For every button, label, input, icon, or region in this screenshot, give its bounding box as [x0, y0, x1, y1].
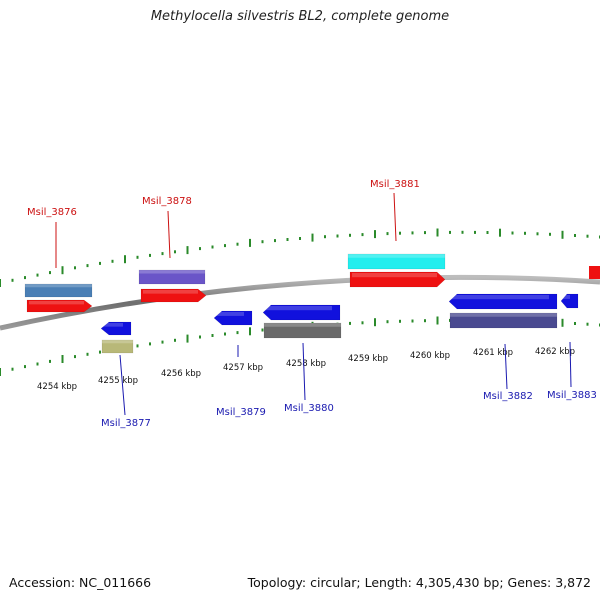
gene-feature-block[interactable] — [263, 322, 342, 339]
block-highlight — [102, 340, 133, 344]
accession-label: Accession: NC_011666 — [9, 575, 152, 590]
gene-cds-arrow[interactable] — [262, 304, 341, 321]
gene-cds-arrow[interactable] — [100, 321, 132, 336]
scale-label: 4258 kbp — [286, 359, 326, 369]
scale-label: 4259 kbp — [348, 354, 388, 364]
scale-label: 4260 kbp — [410, 351, 450, 361]
gene-feature-block[interactable] — [138, 269, 206, 285]
gene-features — [24, 253, 600, 354]
scale-labels: 4254 kbp 4255 kbp 4256 kbp 4257 kbp 4258 kbp… — [37, 347, 575, 392]
gene-label[interactable]: Msil_3876 — [27, 207, 77, 218]
scale-label: 4257 kbp — [223, 363, 263, 373]
gene-cds-arrow[interactable] — [140, 288, 207, 303]
gene-label[interactable]: Msil_3879 — [216, 407, 266, 418]
arrow-highlight — [563, 295, 570, 299]
gene-labels: Msil_3876 Msil_3877 Msil_3878 Msil_3879 Msil… — [27, 179, 597, 429]
arrow-highlight — [265, 306, 332, 311]
arrow-highlight — [143, 290, 198, 294]
genome-info-label: Topology: circular; Length: 4,305,430 bp… — [247, 575, 591, 590]
gene-callout-line — [302, 342, 306, 401]
block-highlight — [139, 270, 205, 274]
gene-label[interactable]: Msil_3883 — [547, 390, 597, 401]
scale-label: 4256 kbp — [161, 369, 201, 379]
gene-feature-block[interactable] — [24, 283, 93, 298]
genome-title: Methylocella silvestris BL2, complete ge… — [150, 9, 450, 24]
gene-cds-arrow[interactable] — [448, 293, 558, 310]
gene-cds-arrow[interactable] — [26, 299, 93, 313]
scale-label: 4254 kbp — [37, 382, 77, 392]
gene-feature-block[interactable] — [449, 312, 558, 329]
arrow-highlight — [103, 323, 123, 327]
block-highlight — [348, 254, 445, 258]
gene-callout-line — [569, 341, 572, 388]
gene-label[interactable]: Msil_3878 — [142, 196, 192, 207]
block-highlight — [25, 284, 92, 288]
arrow-highlight — [29, 301, 84, 305]
gene-callout-line — [504, 343, 508, 390]
scale-label: 4255 kbp — [98, 376, 138, 386]
gene-feature-block[interactable] — [347, 253, 446, 270]
scale-label: 4261 kbp — [473, 348, 513, 358]
gene-cds-arrow[interactable] — [560, 293, 579, 309]
gene-feature-block[interactable] — [101, 339, 134, 354]
gene-label[interactable]: Msil_3877 — [101, 418, 151, 429]
gene-label[interactable]: Msil_3882 — [483, 391, 533, 402]
block-highlight — [450, 313, 557, 317]
gene-label[interactable]: Msil_3880 — [284, 403, 334, 414]
arrow-highlight — [352, 273, 437, 278]
scale-label: 4262 kbp — [535, 347, 575, 357]
block-highlight — [264, 323, 341, 327]
gene-cds-arrow[interactable] — [213, 310, 253, 326]
gene-cds-arrow[interactable] — [349, 271, 446, 288]
arrow-highlight — [216, 312, 244, 316]
partial-gene-arrow[interactable] — [589, 266, 600, 279]
gene-callout-line — [167, 210, 171, 259]
gene-label[interactable]: Msil_3881 — [370, 179, 420, 190]
outer-tick-ring — [0, 228, 600, 287]
arrow-highlight — [451, 295, 549, 300]
gene-callout-line — [119, 354, 126, 416]
gene-callout-line — [393, 192, 397, 242]
